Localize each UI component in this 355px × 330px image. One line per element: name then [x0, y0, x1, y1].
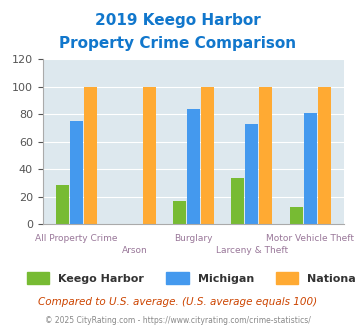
Text: Motor Vehicle Theft: Motor Vehicle Theft	[266, 234, 354, 243]
Text: 2019 Keego Harbor: 2019 Keego Harbor	[95, 13, 260, 28]
Text: © 2025 CityRating.com - https://www.cityrating.com/crime-statistics/: © 2025 CityRating.com - https://www.city…	[45, 315, 310, 325]
Bar	[143, 87, 155, 224]
Text: All Property Crime: All Property Crime	[36, 234, 118, 243]
Bar	[290, 207, 302, 224]
Bar	[70, 121, 83, 224]
Text: Compared to U.S. average. (U.S. average equals 100): Compared to U.S. average. (U.S. average …	[38, 297, 317, 307]
Bar	[231, 178, 244, 224]
Bar	[304, 113, 317, 224]
Bar	[201, 87, 214, 224]
Bar	[245, 124, 258, 224]
Bar	[173, 201, 186, 224]
Bar	[56, 184, 69, 224]
Bar	[318, 87, 331, 224]
Bar	[84, 87, 97, 224]
Text: Arson: Arson	[122, 246, 148, 255]
Text: Larceny & Theft: Larceny & Theft	[216, 246, 288, 255]
Text: Property Crime Comparison: Property Crime Comparison	[59, 36, 296, 51]
Legend: Keego Harbor, Michigan, National: Keego Harbor, Michigan, National	[23, 268, 355, 288]
Text: Burglary: Burglary	[174, 234, 213, 243]
Bar	[260, 87, 272, 224]
Bar	[187, 109, 200, 224]
